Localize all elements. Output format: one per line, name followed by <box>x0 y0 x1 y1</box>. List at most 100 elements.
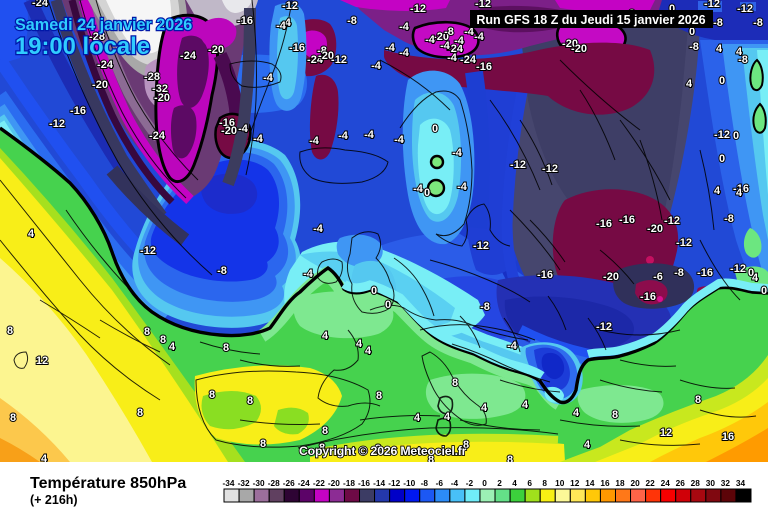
svg-text:18: 18 <box>615 478 625 488</box>
svg-text:4: 4 <box>444 411 451 423</box>
svg-text:-8: -8 <box>753 17 763 29</box>
svg-text:8: 8 <box>160 334 166 346</box>
svg-text:-8: -8 <box>444 26 454 38</box>
svg-text:26: 26 <box>676 478 686 488</box>
svg-text:-18: -18 <box>343 478 355 488</box>
svg-text:-28: -28 <box>144 71 160 83</box>
svg-text:-16: -16 <box>640 291 656 303</box>
svg-text:(+ 216h): (+ 216h) <box>30 493 78 507</box>
svg-text:-20: -20 <box>571 43 587 55</box>
svg-text:8: 8 <box>452 377 458 389</box>
svg-text:0: 0 <box>733 130 739 142</box>
svg-text:8: 8 <box>10 412 16 424</box>
svg-text:-12: -12 <box>410 3 426 15</box>
svg-text:-8: -8 <box>689 41 699 53</box>
svg-text:-4: -4 <box>303 268 314 280</box>
svg-text:-24: -24 <box>180 50 197 62</box>
svg-text:8: 8 <box>612 409 618 421</box>
svg-text:8: 8 <box>507 454 513 466</box>
svg-text:-32: -32 <box>238 478 250 488</box>
svg-text:-14: -14 <box>373 478 385 488</box>
svg-text:Copyright © 2026 Meteociel.fr: Copyright © 2026 Meteociel.fr <box>299 444 467 458</box>
svg-text:-20: -20 <box>603 271 619 283</box>
svg-text:-6: -6 <box>436 478 444 488</box>
svg-text:-4: -4 <box>338 130 349 142</box>
svg-text:4: 4 <box>736 46 743 58</box>
svg-text:-16: -16 <box>70 105 86 117</box>
svg-text:-12: -12 <box>730 263 746 275</box>
svg-text:4: 4 <box>522 399 529 411</box>
svg-text:0: 0 <box>385 299 391 311</box>
svg-text:-20: -20 <box>221 125 237 137</box>
svg-text:-20: -20 <box>562 38 578 50</box>
svg-text:-12: -12 <box>282 0 298 12</box>
svg-text:-20: -20 <box>328 478 340 488</box>
svg-text:-20: -20 <box>154 92 170 104</box>
svg-text:12: 12 <box>660 427 672 439</box>
svg-text:-10: -10 <box>403 478 415 488</box>
svg-text:-16: -16 <box>619 214 635 226</box>
svg-text:-4: -4 <box>413 183 424 195</box>
svg-text:28: 28 <box>691 478 701 488</box>
svg-text:2: 2 <box>497 478 502 488</box>
svg-text:-4: -4 <box>447 52 458 64</box>
svg-text:-8: -8 <box>421 478 429 488</box>
svg-text:8: 8 <box>322 425 328 437</box>
svg-text:4: 4 <box>41 453 48 465</box>
svg-text:16: 16 <box>600 478 610 488</box>
svg-text:-8: -8 <box>480 301 490 313</box>
svg-text:-4: -4 <box>276 20 287 32</box>
svg-text:-8: -8 <box>713 17 723 29</box>
svg-text:-4: -4 <box>253 133 264 145</box>
svg-text:-16: -16 <box>733 183 749 195</box>
svg-text:-4: -4 <box>399 47 410 59</box>
svg-text:-20: -20 <box>318 50 334 62</box>
svg-text:-32: -32 <box>152 83 168 95</box>
svg-text:-16: -16 <box>537 269 553 281</box>
svg-text:-4: -4 <box>399 21 410 33</box>
svg-text:8: 8 <box>463 439 469 451</box>
svg-text:Samedi 24 janvier 2026: Samedi 24 janvier 2026 <box>15 16 192 34</box>
svg-text:-4: -4 <box>313 223 324 235</box>
svg-text:4: 4 <box>169 341 176 353</box>
svg-text:8: 8 <box>376 390 382 402</box>
svg-text:0: 0 <box>371 285 377 297</box>
svg-text:-8: -8 <box>347 15 357 27</box>
svg-text:Run GFS 18 Z du Jeudi 15 janvi: Run GFS 18 Z du Jeudi 15 janvier 2026 <box>476 13 705 27</box>
svg-text:4: 4 <box>752 272 759 284</box>
svg-text:-12: -12 <box>388 478 400 488</box>
svg-text:0: 0 <box>669 3 675 15</box>
svg-text:-4: -4 <box>440 40 451 52</box>
svg-text:34: 34 <box>736 478 746 488</box>
svg-text:-28: -28 <box>89 31 105 43</box>
svg-text:4: 4 <box>716 43 723 55</box>
svg-text:-12: -12 <box>331 54 347 66</box>
svg-text:-4: -4 <box>507 340 518 352</box>
svg-text:8: 8 <box>223 342 229 354</box>
svg-text:-8: -8 <box>217 265 227 277</box>
svg-text:-16: -16 <box>358 478 370 488</box>
svg-text:8: 8 <box>695 394 701 406</box>
svg-text:-12: -12 <box>596 321 612 333</box>
svg-text:14: 14 <box>585 478 595 488</box>
svg-text:-12: -12 <box>714 129 730 141</box>
svg-text:4: 4 <box>414 412 421 424</box>
svg-text:-16: -16 <box>476 61 492 73</box>
svg-text:-4: -4 <box>394 134 405 146</box>
svg-text:-12: -12 <box>542 163 558 175</box>
svg-text:-4: -4 <box>263 72 274 84</box>
svg-text:19:00 locale: 19:00 locale <box>15 33 150 60</box>
svg-text:-4: -4 <box>452 147 463 159</box>
svg-text:-24: -24 <box>149 130 166 142</box>
svg-text:-2: -2 <box>466 478 474 488</box>
svg-text:4: 4 <box>686 78 693 90</box>
svg-text:12: 12 <box>36 355 48 367</box>
svg-text:-8: -8 <box>674 267 684 279</box>
svg-text:0: 0 <box>719 75 725 87</box>
svg-text:-4: -4 <box>281 17 292 29</box>
svg-text:8: 8 <box>247 395 253 407</box>
svg-text:-4: -4 <box>451 478 459 488</box>
svg-text:-26: -26 <box>283 478 295 488</box>
svg-text:-12: -12 <box>475 0 491 10</box>
svg-text:4: 4 <box>365 345 372 357</box>
